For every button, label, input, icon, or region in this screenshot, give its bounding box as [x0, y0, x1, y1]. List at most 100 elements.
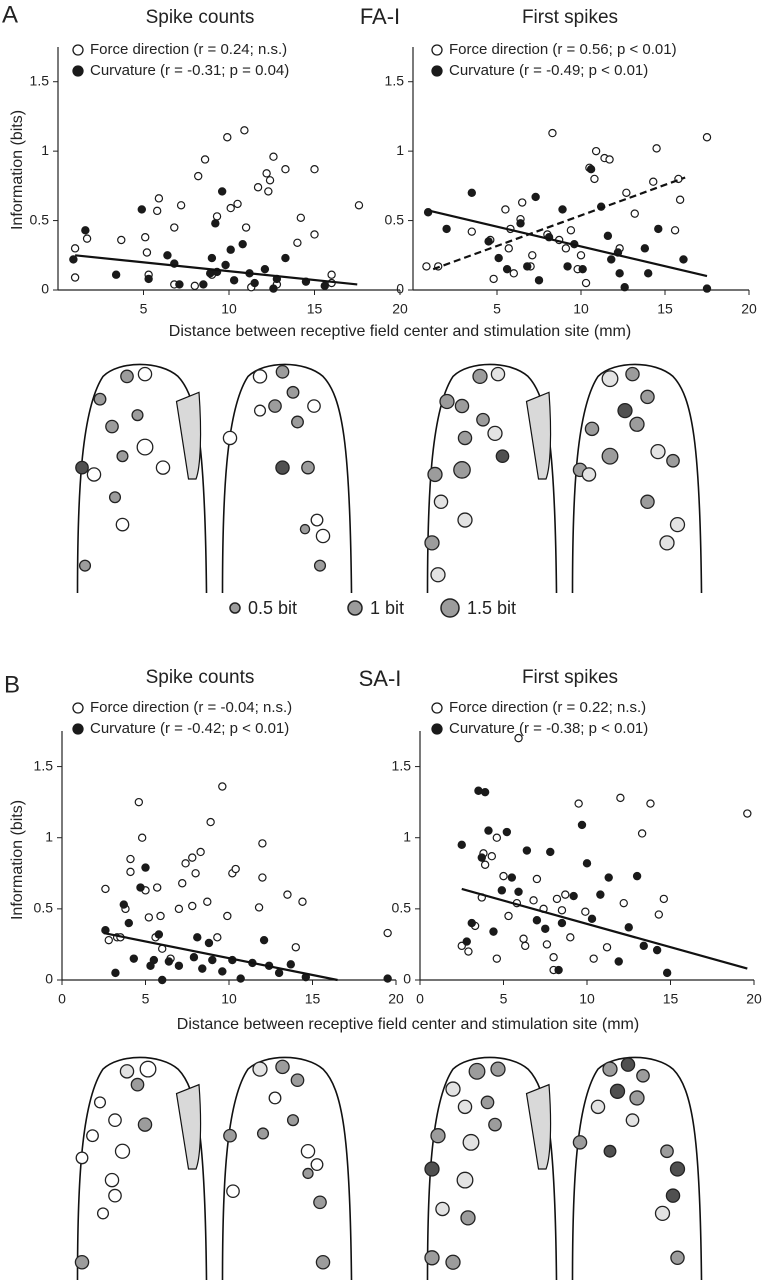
receptive-field — [302, 1167, 314, 1180]
size-legend-label: 1 bit — [370, 598, 404, 618]
y-tick-label: 0 — [41, 281, 49, 297]
y-tick-label: 1.5 — [385, 72, 405, 88]
x-tick-label: 20 — [746, 991, 762, 1007]
data-point — [474, 786, 483, 795]
receptive-field — [454, 398, 470, 414]
legend-label: Curvature (r = -0.31; p = 0.04) — [90, 62, 289, 79]
data-point — [492, 954, 502, 963]
receptive-field — [313, 559, 327, 572]
receptive-field — [86, 1129, 99, 1143]
legend-label: Curvature (r = -0.42; p < 0.01) — [90, 720, 289, 737]
receptive-field — [130, 1077, 145, 1092]
data-point — [603, 231, 613, 241]
data-point — [226, 245, 235, 254]
receptive-field — [108, 1113, 122, 1128]
data-point — [240, 126, 249, 135]
data-point — [189, 953, 199, 962]
data-point — [467, 918, 476, 928]
data-point — [69, 255, 78, 264]
data-point — [212, 212, 222, 221]
data-point — [519, 934, 528, 943]
data-point — [514, 733, 523, 743]
data-point — [675, 195, 685, 204]
receptive-field — [96, 1207, 110, 1220]
data-point — [502, 827, 512, 837]
data-point — [250, 278, 259, 288]
receptive-field — [468, 1062, 486, 1080]
data-point — [119, 900, 128, 909]
data-point — [104, 935, 113, 945]
receptive-field — [625, 1113, 640, 1128]
data-point — [522, 846, 532, 855]
legend-label: Curvature (r = -0.38; p < 0.01) — [449, 720, 648, 737]
y-tick-label: 1 — [396, 142, 404, 158]
receptive-field — [315, 1254, 331, 1270]
regression-line — [461, 887, 748, 970]
receptive-field — [108, 491, 122, 504]
receptive-field — [86, 467, 102, 482]
data-point — [529, 896, 538, 905]
receptive-field — [433, 494, 449, 510]
data-point — [630, 209, 639, 218]
receptive-field — [252, 1061, 268, 1077]
data-point — [607, 255, 616, 264]
data-point — [504, 911, 513, 921]
data-point — [188, 853, 197, 862]
receptive-field — [275, 364, 290, 379]
receptive-field — [139, 1060, 157, 1078]
receptive-field — [603, 1144, 617, 1158]
y-axis-label: Information (bits) — [9, 110, 26, 230]
receptive-field — [286, 1114, 300, 1127]
data-point — [269, 284, 278, 293]
receptive-field — [315, 528, 331, 544]
data-point — [262, 169, 271, 178]
data-point — [111, 270, 121, 279]
fingernail — [175, 391, 202, 480]
data-point — [223, 133, 232, 142]
receptive-field — [120, 369, 134, 384]
data-point — [283, 890, 292, 899]
data-point — [260, 264, 270, 274]
x-tick-label: 15 — [307, 301, 323, 317]
data-point — [502, 264, 512, 274]
receptive-field — [445, 1254, 461, 1270]
receptive-field — [275, 1059, 290, 1075]
data-point — [581, 278, 591, 288]
data-point — [156, 911, 165, 921]
data-point — [604, 873, 613, 882]
x-tick-label: 0 — [416, 991, 424, 1007]
data-point — [552, 894, 562, 904]
data-point — [582, 859, 592, 868]
x-tick-label: 5 — [142, 991, 150, 1007]
receptive-field — [629, 416, 645, 432]
x-tick-label: 20 — [388, 991, 404, 1007]
data-point — [198, 964, 207, 973]
y-axis-label: Information (bits) — [9, 800, 26, 920]
data-point — [464, 947, 473, 956]
data-point — [217, 187, 227, 196]
panel-title: First spikes — [522, 667, 618, 688]
data-point — [211, 219, 220, 228]
x-tick-label: 5 — [493, 301, 501, 317]
data-point — [137, 833, 147, 842]
data-point — [383, 974, 392, 983]
data-point — [310, 164, 319, 174]
data-point — [269, 152, 278, 161]
fingernail — [175, 1083, 202, 1170]
receptive-field — [74, 1254, 90, 1270]
fingernail — [525, 1083, 552, 1170]
data-point — [137, 205, 146, 214]
data-point — [81, 226, 90, 235]
data-point — [591, 146, 601, 156]
data-point — [281, 164, 290, 174]
x-tick-label: 10 — [573, 301, 589, 317]
receptive-field — [666, 453, 680, 468]
receptive-field — [665, 1188, 681, 1203]
receptive-field — [495, 449, 510, 464]
receptive-field — [654, 1205, 671, 1222]
data-point — [484, 826, 493, 835]
data-point — [532, 874, 542, 884]
data-point — [624, 923, 633, 932]
data-point — [111, 968, 120, 978]
data-point — [578, 264, 587, 274]
